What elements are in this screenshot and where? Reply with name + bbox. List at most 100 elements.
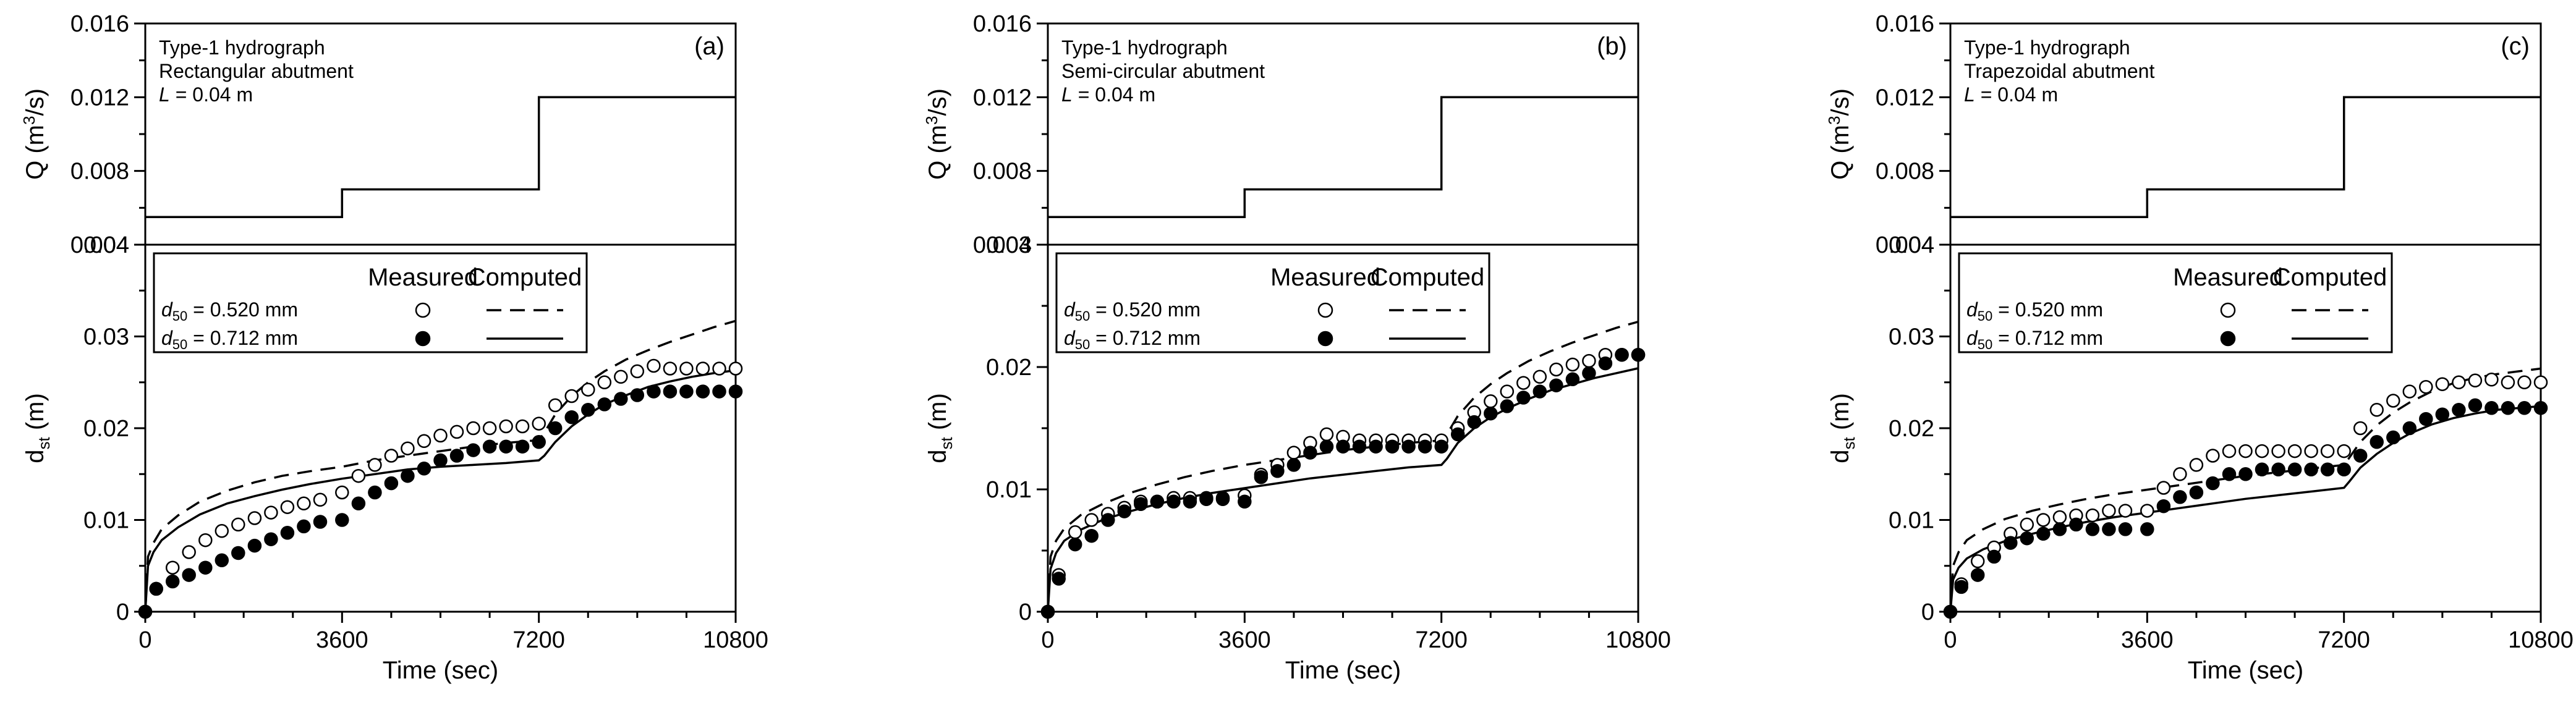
measured-point-d50-0520 bbox=[2337, 444, 2351, 458]
measured-point-d50-0712 bbox=[1215, 491, 1230, 505]
measured-point-d50-0520 bbox=[297, 496, 311, 511]
measured-point-d50-0520 bbox=[335, 485, 349, 500]
measured-point-d50-0520 bbox=[1084, 513, 1099, 527]
measured-point-d50-0520 bbox=[695, 361, 710, 376]
measured-point-d50-0712 bbox=[1254, 470, 1269, 484]
measured-point-d50-0520 bbox=[313, 492, 328, 507]
measured-point-d50-0712 bbox=[728, 384, 743, 399]
measured-point-d50-0712 bbox=[2320, 462, 2335, 477]
measured-point-d50-0520 bbox=[351, 468, 366, 483]
d-tick-label: 0 bbox=[1921, 599, 1934, 625]
x-tick-label: 10800 bbox=[2508, 627, 2574, 653]
measured-point-d50-0712 bbox=[1199, 491, 1214, 505]
measured-point-d50-0712 bbox=[2140, 522, 2154, 536]
measured-point-d50-0712 bbox=[2118, 522, 2133, 536]
legend-marker bbox=[2220, 302, 2236, 318]
legend-entry-label: d50 = 0.712 mm bbox=[1966, 327, 2103, 352]
measured-point-d50-0712 bbox=[1134, 497, 1148, 512]
measured-point-d50-0712 bbox=[1319, 439, 1334, 454]
d-tick-label: 0.02 bbox=[83, 416, 129, 442]
d-tick-label: 0.01 bbox=[1889, 508, 1934, 534]
measured-point-d50-0712 bbox=[564, 410, 579, 424]
measured-point-d50-0712 bbox=[1987, 549, 2001, 564]
x-tick-label: 0 bbox=[138, 627, 151, 653]
measured-point-d50-0712 bbox=[1385, 439, 1400, 454]
measured-point-d50-0712 bbox=[2485, 401, 2499, 415]
measured-point-d50-0520 bbox=[532, 416, 546, 431]
q-tick-label: 0.004 bbox=[973, 232, 1032, 258]
measured-point-d50-0712 bbox=[2189, 485, 2204, 500]
q-tick-label: 0.016 bbox=[973, 11, 1032, 37]
measured-point-d50-0520 bbox=[2304, 444, 2318, 458]
measured-point-d50-0520 bbox=[384, 449, 399, 463]
legend-entry-label: d50 = 0.520 mm bbox=[1966, 298, 2103, 324]
legend-marker bbox=[1317, 331, 1333, 347]
measured-point-d50-0520 bbox=[1286, 446, 1301, 460]
measured-point-d50-0712 bbox=[280, 526, 295, 540]
measured-point-d50-0520 bbox=[466, 421, 480, 436]
measured-point-d50-0712 bbox=[231, 546, 245, 560]
legend-header-computed: Computed bbox=[1371, 264, 1485, 291]
measured-point-d50-0712 bbox=[1631, 347, 1646, 362]
measured-point-d50-0712 bbox=[2533, 401, 2548, 415]
measured-point-d50-0712 bbox=[1101, 513, 1115, 527]
measured-point-d50-0712 bbox=[1401, 439, 1416, 454]
measured-point-d50-0712 bbox=[1450, 427, 1465, 442]
measured-point-d50-0520 bbox=[597, 375, 612, 390]
measured-point-d50-0712 bbox=[1167, 494, 1181, 509]
measured-point-d50-0712 bbox=[149, 581, 163, 596]
q-tick-label: 0.016 bbox=[70, 11, 129, 37]
q-tick-label: 0.008 bbox=[1876, 159, 1934, 185]
measured-point-d50-0712 bbox=[482, 439, 497, 454]
measured-point-d50-0520 bbox=[215, 524, 229, 538]
measured-point-d50-0712 bbox=[499, 439, 513, 454]
computed-line-d50-0520 bbox=[1949, 367, 2541, 612]
measured-point-d50-0520 bbox=[417, 434, 431, 449]
measured-point-d50-0520 bbox=[2287, 444, 2302, 458]
measured-point-d50-0712 bbox=[2238, 467, 2253, 481]
measured-point-d50-0712 bbox=[2020, 531, 2034, 546]
measured-point-d50-0712 bbox=[1369, 439, 1383, 454]
measured-point-d50-0520 bbox=[182, 545, 196, 559]
measured-point-d50-0520 bbox=[1484, 394, 1498, 408]
d-axis-label: dst (m) bbox=[924, 393, 956, 463]
q-tick-label: 0.004 bbox=[70, 232, 129, 258]
measured-point-d50-0520 bbox=[2517, 375, 2531, 390]
measured-point-d50-0712 bbox=[1084, 528, 1099, 543]
x-tick-label: 3600 bbox=[2121, 627, 2174, 653]
measured-point-d50-0520 bbox=[2189, 458, 2204, 472]
hydrograph-line bbox=[1950, 96, 2541, 219]
measured-point-d50-0712 bbox=[2419, 412, 2433, 426]
measured-point-d50-0520 bbox=[515, 419, 530, 434]
x-tick-label: 0 bbox=[1944, 627, 1957, 653]
legend-header-measured: Measured bbox=[2173, 264, 2283, 291]
measured-point-d50-0712 bbox=[198, 560, 213, 575]
measured-point-d50-0520 bbox=[482, 421, 497, 436]
d-tick-label: 0.02 bbox=[986, 355, 1032, 381]
measured-point-d50-0712 bbox=[2156, 499, 2171, 513]
measured-point-d50-0712 bbox=[548, 421, 563, 436]
measured-point-d50-0712 bbox=[679, 384, 694, 399]
panel-label: (c) bbox=[2501, 33, 2530, 60]
measured-point-d50-0712 bbox=[1467, 415, 1481, 429]
computed-line-d50-0712 bbox=[144, 369, 736, 612]
q-tick-label: 0.012 bbox=[70, 85, 129, 111]
measured-point-d50-0712 bbox=[417, 462, 431, 476]
d-tick-label: 0.03 bbox=[1889, 324, 1934, 350]
d-tick-label: 0.03 bbox=[986, 232, 1032, 258]
measured-point-d50-0712 bbox=[2337, 462, 2351, 477]
measured-point-d50-0520 bbox=[1549, 362, 1563, 377]
measured-point-d50-0520 bbox=[368, 458, 382, 472]
measured-point-d50-0712 bbox=[313, 515, 328, 529]
measured-point-d50-0712 bbox=[335, 513, 349, 527]
legend-marker bbox=[2220, 331, 2236, 347]
measured-point-d50-0520 bbox=[630, 364, 645, 379]
d-axis-label: dst (m) bbox=[1827, 393, 1858, 463]
measured-point-d50-0712 bbox=[1598, 356, 1613, 371]
legend-entry-label: d50 = 0.712 mm bbox=[1064, 327, 1201, 352]
d-tick-label: 0.03 bbox=[83, 324, 129, 350]
measured-point-d50-0712 bbox=[449, 449, 464, 463]
d-tick-label: 0.01 bbox=[83, 508, 129, 534]
measured-point-d50-0712 bbox=[2304, 462, 2318, 477]
